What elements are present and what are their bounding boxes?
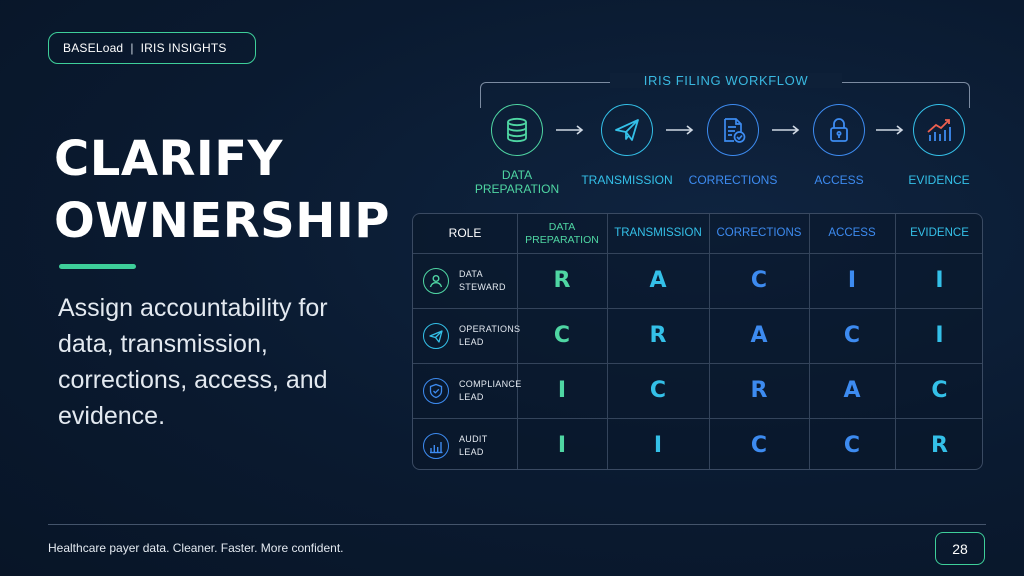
raci-cell: I [935,268,944,293]
workflow-step-access [813,104,865,156]
role-compliance-lead: COMPLIANCE LEAD [413,363,521,418]
workflow-label-evidence: EVIDENCE [908,173,970,187]
role-data-steward: DATA STEWARD [413,253,517,308]
title-line-1: CLARIFY [54,131,283,187]
raci-cell: A [649,268,667,293]
raci-cell: I [557,378,567,403]
raci-table: ROLE DATA PREPARATION TRANSMISSION CORREC… [412,213,983,470]
brand-pill: BASELoad | IRIS INSIGHTS [48,32,256,64]
document-check-icon [724,118,746,143]
table-header-role: ROLE [448,226,482,240]
raci-cell: C [553,323,571,348]
person-icon [423,267,449,294]
workflow-step-transmission [601,104,653,156]
workflow-label-corrections: CORRECTIONS [688,173,778,187]
role-operations-lead: OPERATIONS LEAD [413,308,520,363]
arrow-right-icon [876,125,904,135]
footer-tagline: Healthcare payer data. Cleaner. Faster. … [48,541,344,555]
raci-cell: R [931,433,948,458]
raci-cell: I [653,433,663,458]
workflow-step-corrections [707,104,759,156]
raci-cell: C [931,378,948,403]
brand-name: BASELoad [63,41,124,55]
bar-chart-icon [423,432,449,459]
workflow-step-data-preparation [491,104,543,156]
chart-trend-icon [927,119,951,141]
title-line-2: OWNERSHIP [54,193,390,249]
table-header-transmission: TRANSMISSION [614,227,702,239]
paper-plane-icon [615,119,639,141]
role-audit-lead: AUDIT LEAD [413,418,517,473]
arrow-right-icon [556,125,584,135]
raci-cell: C [843,323,861,348]
brand-product: IRIS INSIGHTS [140,41,227,55]
shield-check-icon [423,377,449,404]
workflow-label-transmission: TRANSMISSION [581,173,673,187]
raci-cell: C [843,433,861,458]
title-underline [59,264,136,269]
footer-divider [48,524,986,525]
table-header-corrections: CORRECTIONS [716,227,802,239]
raci-cell: I [935,323,944,348]
raci-cell: C [649,378,667,403]
raci-cell: I [557,433,567,458]
page-number: 28 [935,532,985,565]
raci-cell: A [843,378,861,403]
workflow-label-data-preparation: DATA PREPARATION [474,168,560,196]
table-header-access: ACCESS [828,227,876,239]
database-icon [507,117,527,143]
workflow-title: IRIS FILING WORKFLOW [610,73,842,88]
page-title: CLARIFY OWNERSHIP [54,128,390,252]
workflow-label-access: ACCESS [814,173,864,187]
raci-cell: I [847,268,857,293]
arrow-right-icon [772,125,800,135]
raci-cell: C [750,268,768,293]
lock-icon [830,118,848,142]
paper-plane-icon [423,322,449,349]
brand-separator: | [130,41,134,55]
raci-cell: R [750,378,768,403]
raci-cell: R [649,323,667,348]
arrow-right-icon [666,125,694,135]
raci-cell: R [553,268,571,293]
raci-cell: C [750,433,768,458]
raci-cell: A [750,323,768,348]
workflow-step-evidence [913,104,965,156]
subtitle: Assign accountability for data, transmis… [58,294,328,430]
table-header-data-preparation: DATA PREPARATION [525,220,599,246]
table-header-evidence: EVIDENCE [910,227,969,239]
